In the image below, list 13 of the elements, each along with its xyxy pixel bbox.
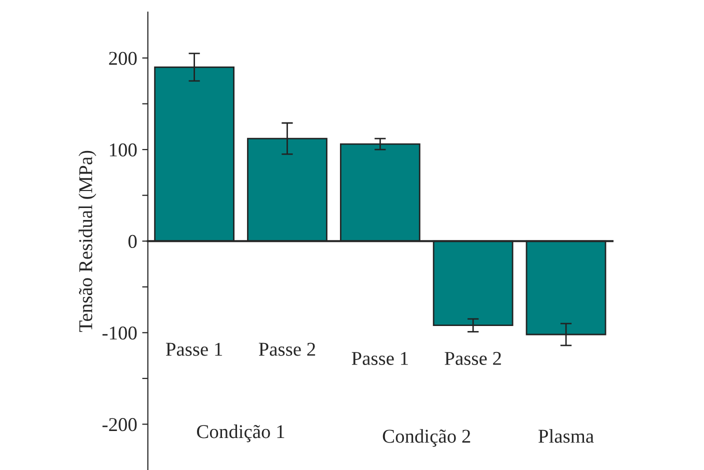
- annotation: Passe 2: [258, 342, 316, 356]
- y-tick-label: 0: [128, 234, 137, 248]
- y-tick-label: 200: [109, 52, 137, 65]
- annotation: Passe 2: [444, 352, 501, 365]
- annotation: Condição 1: [197, 424, 284, 442]
- y-tick-label: -100: [102, 326, 137, 340]
- y-axis-title: Tensão Residual (MPa): [78, 150, 96, 332]
- y-tick-label: 100: [110, 143, 137, 156]
- annotation: Passe 1: [352, 352, 408, 365]
- y-tick-label: -200: [102, 418, 137, 432]
- annotation: Passe 1: [166, 342, 222, 356]
- annotation: Condição 2: [382, 429, 470, 447]
- annotation: Plasma: [538, 429, 594, 443]
